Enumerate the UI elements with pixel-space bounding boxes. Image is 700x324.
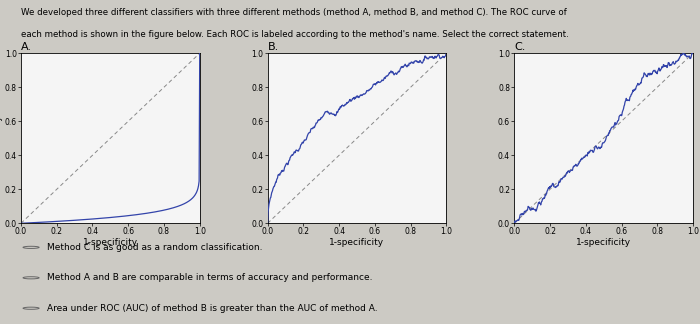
Text: A.: A. (21, 42, 32, 52)
X-axis label: 1-specificity: 1-specificity (330, 238, 384, 247)
Text: C.: C. (514, 42, 526, 52)
Y-axis label: Sensitivity: Sensitivity (0, 114, 2, 162)
X-axis label: 1-specificity: 1-specificity (83, 238, 138, 247)
Text: We developed three different classifiers with three different methods (method A,: We developed three different classifiers… (21, 8, 567, 17)
Text: each method is shown in the figure below. Each ROC is labeled according to the m: each method is shown in the figure below… (21, 30, 568, 39)
Text: Method A and B are comparable in terms of accuracy and performance.: Method A and B are comparable in terms o… (46, 273, 372, 282)
Text: Area under ROC (AUC) of method B is greater than the AUC of method A.: Area under ROC (AUC) of method B is grea… (46, 304, 377, 313)
Text: Method C is as good as a random classification.: Method C is as good as a random classifi… (46, 243, 262, 252)
Text: B.: B. (267, 42, 279, 52)
X-axis label: 1-specificity: 1-specificity (576, 238, 631, 247)
